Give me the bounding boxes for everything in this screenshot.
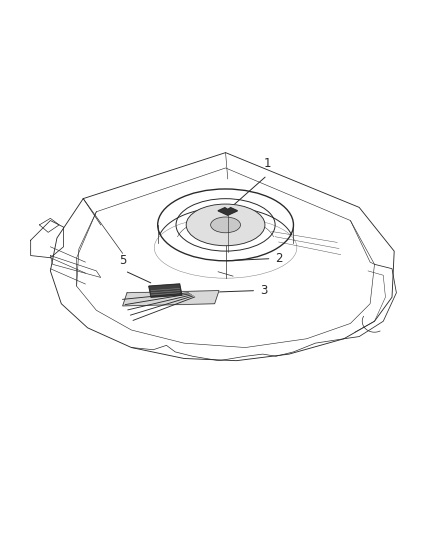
Polygon shape	[123, 290, 219, 306]
Text: 5: 5	[119, 254, 126, 268]
Polygon shape	[218, 208, 237, 215]
Text: 1: 1	[263, 157, 271, 170]
Ellipse shape	[186, 204, 265, 246]
Polygon shape	[149, 284, 182, 297]
Text: 3: 3	[260, 284, 267, 297]
Text: 2: 2	[275, 252, 283, 265]
Ellipse shape	[211, 217, 240, 233]
